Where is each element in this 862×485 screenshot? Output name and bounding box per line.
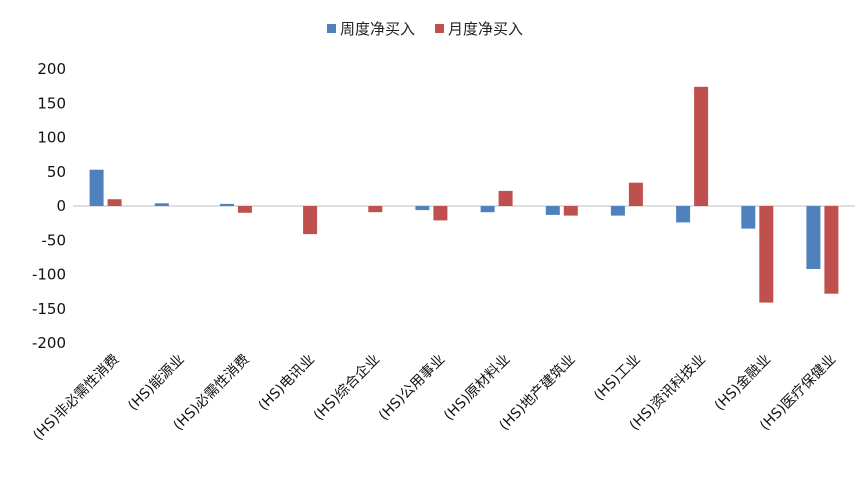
bar-weekly: [741, 206, 756, 229]
bar-weekly: [545, 206, 560, 215]
bar-monthly: [433, 206, 448, 221]
x-tick-label: (HS)公用事业: [376, 352, 448, 424]
bar-monthly: [759, 206, 774, 303]
x-tick-label: (HS)综合企业: [310, 351, 383, 424]
x-tick-label: (HS)原材料业: [441, 352, 513, 424]
y-tick-label: -200: [32, 334, 66, 352]
bar-monthly: [237, 206, 252, 213]
x-tick-label: (HS)能源业: [125, 352, 187, 414]
y-tick-label: -100: [32, 266, 66, 284]
y-tick-label: 150: [37, 94, 66, 112]
y-tick-label: 200: [37, 60, 66, 78]
y-tick-label: -50: [42, 231, 67, 249]
legend: 周度净买入 月度净买入: [327, 20, 523, 38]
bar-monthly: [498, 190, 513, 206]
bar-monthly: [628, 182, 643, 206]
legend-label-1: 月度净买入: [448, 20, 523, 38]
bar-weekly: [219, 203, 234, 206]
bar-weekly: [89, 169, 104, 206]
x-tick-label: (HS)工业: [591, 352, 644, 405]
bar-monthly: [303, 206, 318, 235]
bar-monthly: [824, 206, 839, 294]
bar-monthly: [107, 199, 122, 206]
bar-monthly: [694, 86, 709, 206]
x-tick-label: (HS)非必需性消费: [30, 352, 122, 444]
bar-weekly: [676, 206, 691, 223]
legend-swatch-0: [327, 24, 336, 33]
bar-weekly: [806, 206, 821, 269]
legend-label-0: 周度净买入: [340, 20, 415, 38]
y-axis: 200 150 100 50 0 -50 -100 -150 -200: [32, 60, 66, 352]
x-tick-label: (HS)金融业: [712, 352, 774, 414]
bar-weekly: [480, 206, 495, 213]
bar-weekly: [610, 206, 625, 216]
bars: [89, 86, 839, 303]
bar-monthly: [563, 206, 578, 216]
bar-weekly: [415, 206, 430, 211]
y-tick-label: 0: [56, 197, 66, 215]
legend-swatch-1: [435, 24, 445, 33]
bar-monthly: [368, 206, 383, 213]
x-tick-label: (HS)电讯业: [255, 352, 317, 414]
y-tick-label: -150: [32, 300, 66, 318]
y-tick-label: 50: [47, 163, 66, 181]
y-tick-label: 100: [37, 129, 66, 147]
x-axis: (HS)非必需性消费 (HS)能源业(HS)必需性消费 (HS)电讯业(HS)综合企…: [30, 351, 839, 444]
bar-weekly: [154, 203, 169, 206]
